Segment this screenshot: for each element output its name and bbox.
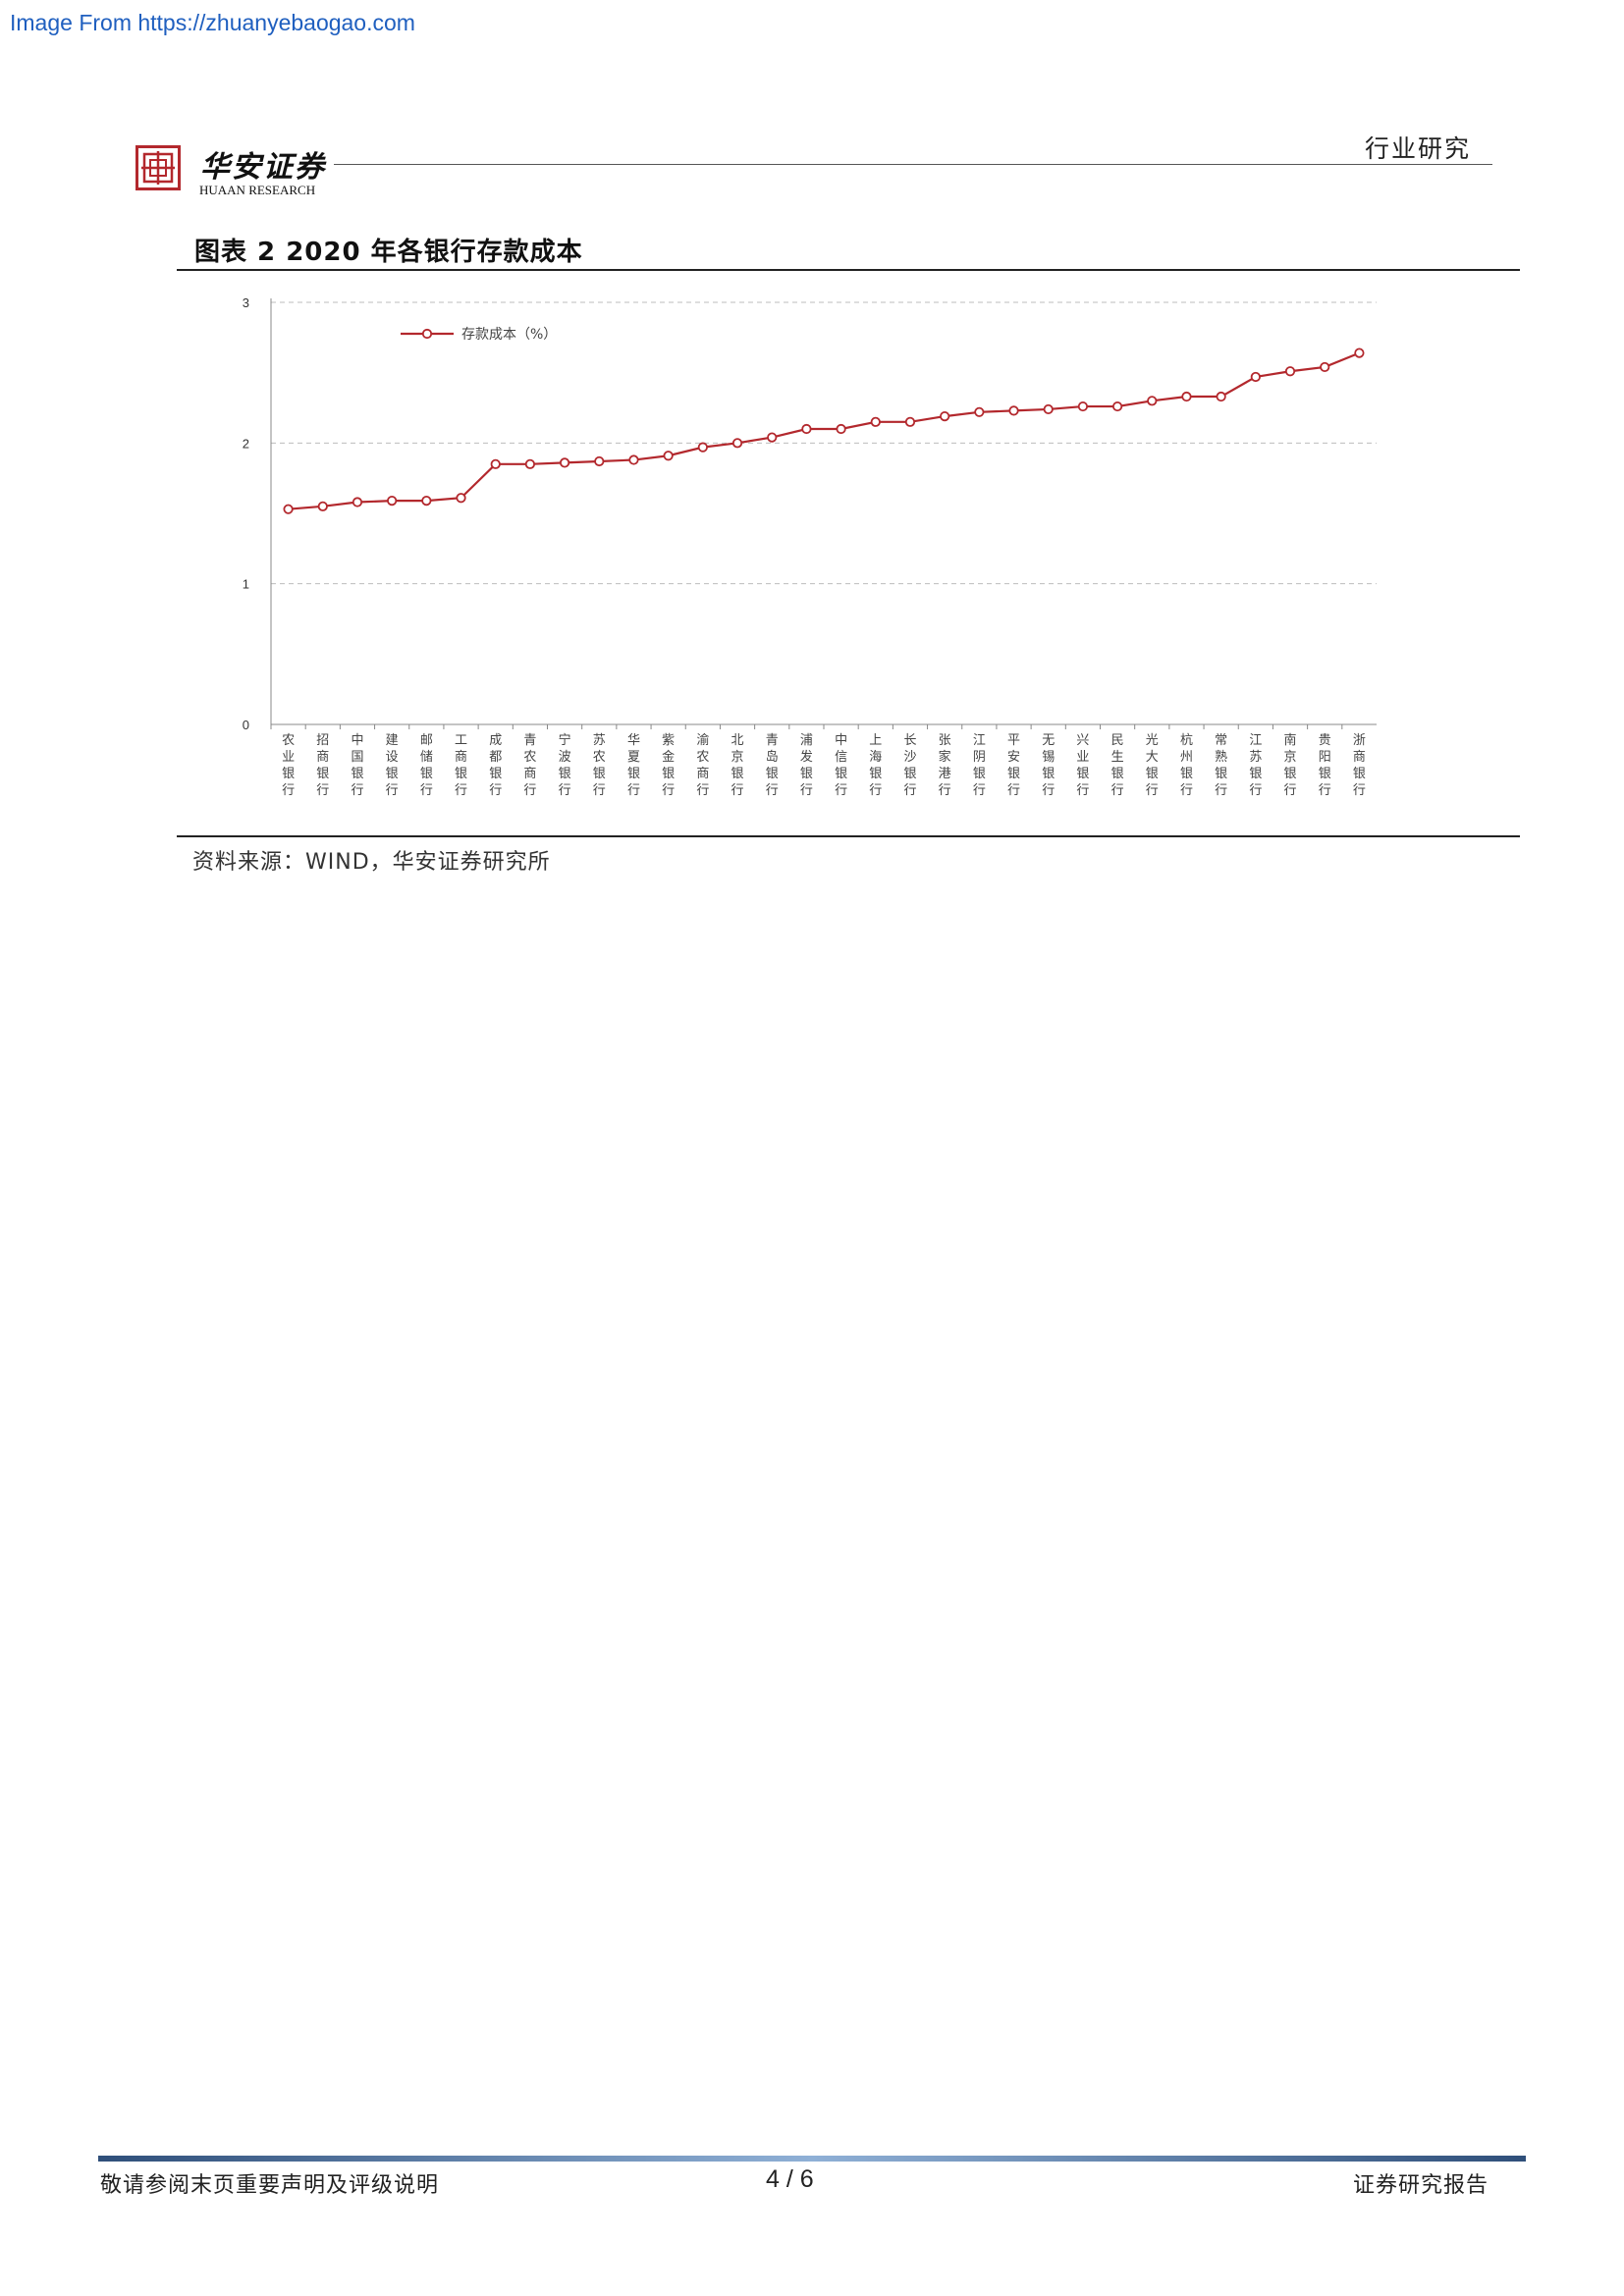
x-tick-label: 张家港行 [939, 733, 951, 798]
series-line [288, 351, 1360, 510]
data-point [974, 406, 985, 417]
x-tick-label: 渝农商行 [696, 732, 709, 798]
section-label: 行业研究 [1365, 134, 1472, 163]
figure-source: 资料来源：WIND，华安证券研究所 [192, 850, 551, 875]
data-point [697, 442, 708, 453]
data-point [663, 451, 674, 461]
data-point [767, 432, 778, 443]
x-tick-label: 北京银行 [731, 733, 744, 798]
data-point [524, 458, 536, 469]
data-point [1181, 391, 1192, 402]
y-tick-label: 2 [243, 436, 249, 451]
x-tick-label: 平安银行 [1007, 733, 1020, 798]
legend-marker [421, 328, 433, 340]
deposit-cost-chart: 0 1 2 3 农业银行 招商银行 中国银行 建设银行 邮储银行 工商银行 成都银行 青农商行 宁波银… [243, 295, 1377, 798]
data-point [870, 416, 881, 427]
data-point [490, 458, 501, 469]
data-point [628, 454, 639, 465]
x-tick-label: 中国银行 [351, 733, 363, 798]
data-point [1111, 400, 1123, 412]
x-tick-label: 南京银行 [1284, 732, 1297, 798]
x-tick-label: 江阴银行 [973, 733, 986, 798]
figure-top-rule [177, 269, 1520, 271]
data-point [940, 411, 950, 422]
x-tick-label: 成都银行 [489, 733, 502, 798]
x-tick-label: 邮储银行 [420, 733, 433, 798]
data-point [1216, 391, 1226, 402]
figure-bottom-rule [177, 835, 1520, 837]
x-tick-label: 兴业银行 [1076, 733, 1089, 798]
x-tick-label: 青岛银行 [766, 733, 779, 798]
x-tick-label: 建设银行 [386, 733, 399, 798]
x-tick-label: 贵阳银行 [1319, 733, 1331, 798]
x-tick-label: 工商银行 [455, 733, 467, 798]
x-tick-label: 杭州银行 [1180, 733, 1193, 798]
x-tick-label: 江苏银行 [1249, 733, 1262, 798]
x-tick-label: 农业银行 [282, 733, 295, 798]
figure-title: 图表 2 2020 年各银行存款成本 [194, 238, 583, 267]
huaan-logo [135, 145, 181, 190]
data-point [594, 455, 605, 467]
data-point [731, 438, 743, 449]
data-point [421, 496, 432, 507]
page-number: 4 / 6 [766, 2165, 814, 2193]
brand-name: 华安证券 [200, 150, 326, 185]
y-tick-label: 0 [243, 718, 249, 732]
data-point [1250, 371, 1261, 383]
x-tick-label: 宁波银行 [559, 732, 571, 798]
logo-emblem-icon [141, 151, 175, 185]
x-tick-label: 光大银行 [1146, 733, 1159, 798]
legend-label: 存款成本（%） [461, 327, 557, 343]
x-tick-label: 上海银行 [869, 733, 882, 798]
source-watermark[interactable]: Image From https://zhuanyebaogao.com [10, 10, 415, 35]
y-tick-label: 3 [243, 295, 249, 310]
data-point [352, 497, 363, 507]
x-tick-label: 浙商银行 [1353, 733, 1366, 798]
brand-subtitle: HUAAN RESEARCH [199, 183, 316, 197]
data-point [317, 501, 328, 511]
footer-report-type: 证券研究报告 [1353, 2173, 1489, 2198]
x-tick-label: 无锡银行 [1042, 733, 1055, 798]
header-divider [334, 164, 1492, 165]
x-tick-label: 青农商行 [523, 733, 536, 798]
footer-disclaimer: 敬请参阅末页重要声明及评级说明 [100, 2173, 440, 2198]
x-tick-label: 华夏银行 [627, 733, 640, 798]
x-tick-label: 浦发银行 [800, 733, 813, 798]
y-tick-label: 1 [243, 577, 249, 592]
data-point [559, 457, 570, 468]
data-point [1147, 396, 1158, 406]
data-point [1043, 403, 1054, 415]
x-tick-label: 中信银行 [835, 733, 847, 798]
footer-bar [98, 2156, 1526, 2162]
x-tick-label: 招商银行 [316, 733, 329, 798]
data-point [1284, 366, 1296, 377]
data-point [387, 496, 398, 507]
x-tick-label: 长沙银行 [903, 733, 916, 798]
x-tick-label: 紫金银行 [662, 733, 675, 798]
x-tick-label: 常熟银行 [1215, 733, 1227, 798]
data-point [1354, 347, 1365, 358]
data-point [1077, 400, 1089, 412]
data-point [1008, 405, 1019, 416]
x-tick-label: 苏农银行 [593, 732, 606, 798]
data-point [836, 423, 846, 435]
x-tick-label: 民生银行 [1111, 733, 1124, 798]
data-point [904, 416, 916, 427]
data-point [801, 423, 812, 435]
data-point [456, 493, 466, 504]
data-point [283, 504, 294, 514]
data-point [1320, 361, 1330, 373]
